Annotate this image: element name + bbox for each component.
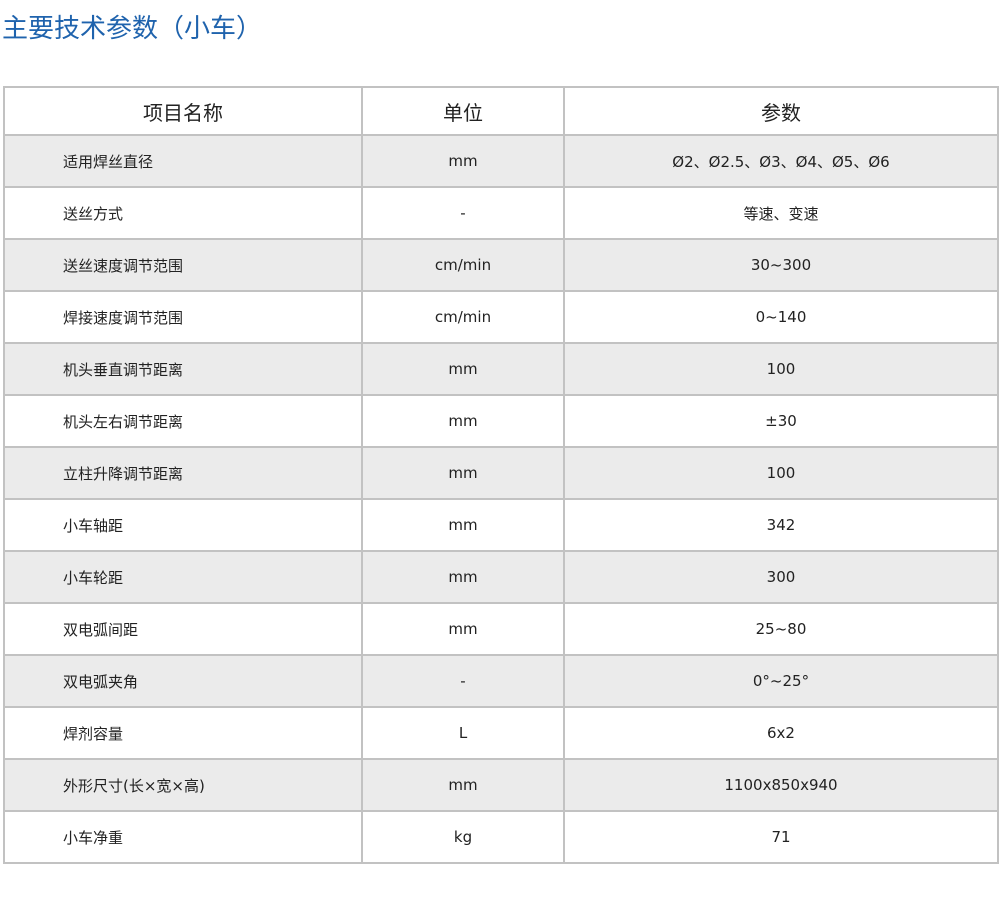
cell-name: 送丝方式	[3, 186, 363, 240]
cell-value: 25~80	[563, 602, 999, 656]
cell-name: 适用焊丝直径	[3, 134, 363, 188]
cell-unit: cm/min	[361, 238, 565, 292]
header-value: 参数	[563, 86, 999, 136]
table-row: 小车轮距 mm 300	[3, 550, 999, 604]
cell-value: 30~300	[563, 238, 999, 292]
cell-value: 300	[563, 550, 999, 604]
table-row: 小车净重 kg 71	[3, 810, 999, 864]
cell-unit: mm	[361, 394, 565, 448]
cell-value: 100	[563, 342, 999, 396]
cell-value: 342	[563, 498, 999, 552]
table-row: 送丝速度调节范围 cm/min 30~300	[3, 238, 999, 292]
cell-name: 立柱升降调节距离	[3, 446, 363, 500]
cell-value: 100	[563, 446, 999, 500]
cell-value: Ø2、Ø2.5、Ø3、Ø4、Ø5、Ø6	[563, 134, 999, 188]
cell-unit: -	[361, 654, 565, 708]
cell-unit: mm	[361, 602, 565, 656]
cell-unit: mm	[361, 758, 565, 812]
cell-value: 6x2	[563, 706, 999, 760]
table-row: 送丝方式 - 等速、变速	[3, 186, 999, 240]
cell-unit: mm	[361, 550, 565, 604]
cell-unit: mm	[361, 342, 565, 396]
spec-table: 项目名称 单位 参数 适用焊丝直径 mm Ø2、Ø2.5、Ø3、Ø4、Ø5、Ø6 送丝…	[3, 86, 999, 864]
cell-value: 71	[563, 810, 999, 864]
table-row: 机头垂直调节距离 mm 100	[3, 342, 999, 396]
cell-unit: kg	[361, 810, 565, 864]
table-row: 焊接速度调节范围 cm/min 0~140	[3, 290, 999, 344]
cell-name: 送丝速度调节范围	[3, 238, 363, 292]
table-row: 双电弧间距 mm 25~80	[3, 602, 999, 656]
cell-unit: L	[361, 706, 565, 760]
table-row: 焊剂容量 L 6x2	[3, 706, 999, 760]
cell-value: 0~140	[563, 290, 999, 344]
page-title: 主要技术参数（小车）	[2, 14, 263, 44]
table-row: 外形尺寸(长×宽×高) mm 1100x850x940	[3, 758, 999, 812]
cell-name: 双电弧夹角	[3, 654, 363, 708]
table-row: 机头左右调节距离 mm ±30	[3, 394, 999, 448]
header-item-name: 项目名称	[3, 86, 363, 136]
cell-name: 焊剂容量	[3, 706, 363, 760]
cell-name: 外形尺寸(长×宽×高)	[3, 758, 363, 812]
cell-name: 小车净重	[3, 810, 363, 864]
table-row: 双电弧夹角 -0°~25°	[3, 654, 999, 708]
cell-unit: cm/min	[361, 290, 565, 344]
cell-value: 0°~25°	[563, 654, 999, 708]
cell-name: 焊接速度调节范围	[3, 290, 363, 344]
cell-value: 等速、变速	[563, 186, 999, 240]
cell-name: 双电弧间距	[3, 602, 363, 656]
cell-value: 1100x850x940	[563, 758, 999, 812]
cell-name: 小车轴距	[3, 498, 363, 552]
cell-unit: mm	[361, 134, 565, 188]
cell-value: ±30	[563, 394, 999, 448]
cell-name: 机头垂直调节距离	[3, 342, 363, 396]
cell-unit: mm	[361, 446, 565, 500]
table-row: 适用焊丝直径 mm Ø2、Ø2.5、Ø3、Ø4、Ø5、Ø6	[3, 134, 999, 188]
header-unit: 单位	[361, 86, 565, 136]
cell-name: 小车轮距	[3, 550, 363, 604]
table-header-row: 项目名称 单位 参数	[3, 86, 999, 136]
cell-unit: -	[361, 186, 565, 240]
table-row: 立柱升降调节距离 mm 100	[3, 446, 999, 500]
cell-unit: mm	[361, 498, 565, 552]
cell-name: 机头左右调节距离	[3, 394, 363, 448]
table-row: 小车轴距 mm 342	[3, 498, 999, 552]
